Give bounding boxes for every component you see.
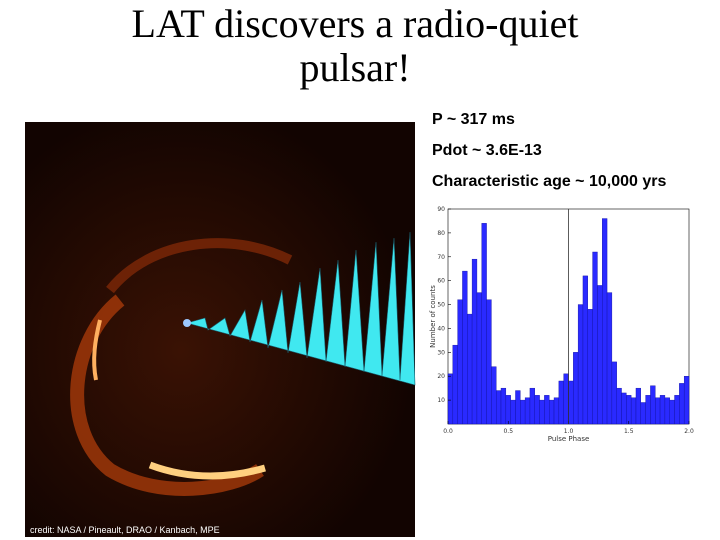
bar xyxy=(577,304,584,425)
x-tick-label: 1.0 xyxy=(564,428,574,435)
bar xyxy=(650,385,656,425)
remnant-shell xyxy=(106,238,293,294)
y-tick-label: 80 xyxy=(437,230,445,237)
bar xyxy=(597,285,603,425)
bar xyxy=(510,399,516,425)
x-tick-label: 0.5 xyxy=(503,428,513,435)
bullet: Pdot ~ 3.6E-13 xyxy=(432,142,542,159)
bar xyxy=(544,395,550,425)
y-tick-label: 30 xyxy=(437,349,445,356)
bar xyxy=(471,258,478,425)
remnant-shell xyxy=(70,294,264,496)
bar xyxy=(621,392,627,425)
bar xyxy=(573,352,579,425)
bar xyxy=(602,218,608,425)
pulsar-marker xyxy=(183,319,191,327)
y-tick-label: 70 xyxy=(437,254,445,261)
bar xyxy=(505,395,511,425)
bar xyxy=(683,376,690,425)
bar xyxy=(457,299,463,425)
bar xyxy=(481,223,487,425)
bar xyxy=(447,373,454,425)
bar xyxy=(664,397,670,425)
bar xyxy=(645,395,651,425)
bar xyxy=(534,395,540,425)
bar xyxy=(640,402,646,425)
y-tick-label: 20 xyxy=(437,373,445,380)
y-tick-label: 90 xyxy=(437,206,445,213)
bar xyxy=(515,390,521,425)
remnant-bright xyxy=(148,461,266,480)
bar xyxy=(659,395,666,425)
bar xyxy=(491,366,497,425)
image-credit: credit: NASA / Pineault, DRAO / Kanbach,… xyxy=(30,525,220,535)
x-axis-label: Pulse Phase xyxy=(548,435,590,443)
bar xyxy=(674,395,680,425)
bar xyxy=(635,387,641,425)
x-tick-label: 2.0 xyxy=(684,428,694,435)
bar xyxy=(553,397,560,425)
bar xyxy=(611,361,617,425)
bar xyxy=(462,270,468,425)
bar xyxy=(582,275,588,425)
bar xyxy=(655,397,661,425)
bar xyxy=(592,251,598,425)
y-axis-label: Number of counts xyxy=(429,285,437,348)
bar xyxy=(626,395,632,425)
slide-title: LAT discovers a radio-quiet pulsar! xyxy=(131,1,579,90)
bar xyxy=(630,397,637,425)
histogram: 10 20 30 40 50 60 70 80 90 0.0 0.5 1.0 1.5 2.0 Pulse P… xyxy=(429,206,694,443)
y-tick-label: 50 xyxy=(437,302,445,309)
bullet: P ~ 317 ms xyxy=(432,111,515,128)
bar xyxy=(606,292,613,425)
y-tick-label: 10 xyxy=(437,397,445,404)
bar xyxy=(452,344,458,425)
bar xyxy=(563,373,569,425)
x-tick-label: 0.0 xyxy=(443,428,453,435)
bar xyxy=(529,387,535,425)
remnant-bright xyxy=(92,319,102,381)
x-tick-label: 1.5 xyxy=(624,428,634,435)
bar xyxy=(486,299,492,425)
bar xyxy=(616,387,622,425)
bar xyxy=(476,292,482,425)
bar xyxy=(679,383,685,425)
bar xyxy=(587,309,593,425)
bar xyxy=(496,390,502,425)
bar xyxy=(558,380,564,425)
bar xyxy=(549,399,555,425)
y-tick-label: 40 xyxy=(437,325,445,332)
bar xyxy=(467,313,473,425)
bar xyxy=(500,387,507,425)
pulse-overlay xyxy=(185,231,416,386)
bullet: Characteristic age ~ 10,000 yrs xyxy=(432,173,667,190)
bar xyxy=(524,397,531,425)
bar xyxy=(568,380,574,425)
y-tick-label: 60 xyxy=(437,278,445,285)
bar xyxy=(669,399,675,425)
bar xyxy=(539,399,545,425)
bar xyxy=(520,399,526,425)
